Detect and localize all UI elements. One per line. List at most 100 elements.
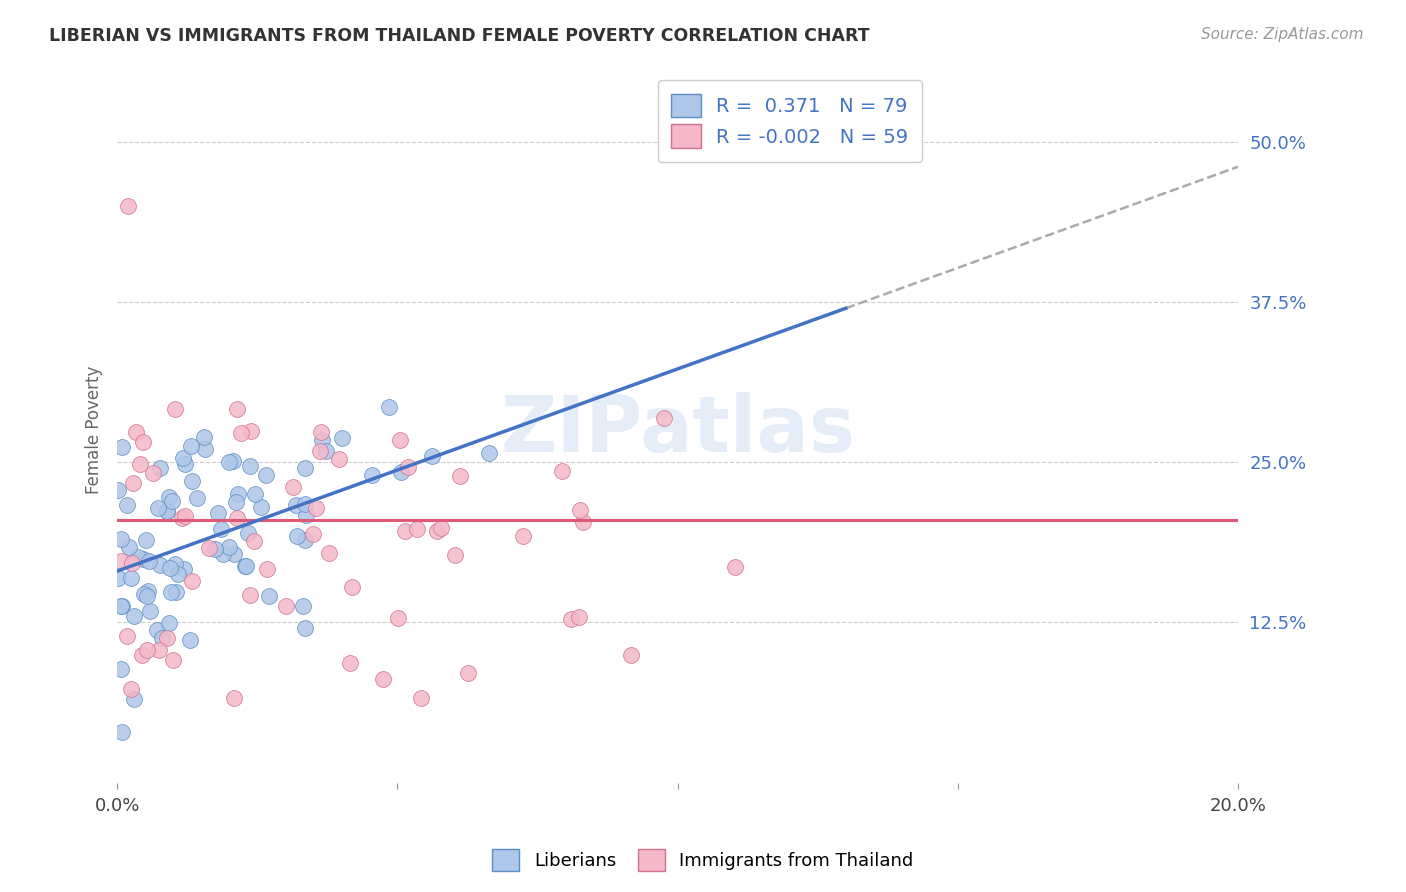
Point: [156, 631, 179, 645]
Point: [295, 508, 318, 522]
Point: [110, 532, 132, 546]
Point: [172, 511, 194, 525]
Point: [315, 443, 337, 458]
Point: [426, 524, 449, 538]
Point: [120, 571, 142, 585]
Point: [132, 435, 155, 450]
Point: [120, 681, 142, 696]
Legend: R =  0.371   N = 79, R = -0.002   N = 59: R = 0.371 N = 79, R = -0.002 N = 59: [658, 80, 922, 161]
Point: [222, 453, 245, 467]
Point: [165, 584, 187, 599]
Point: [157, 615, 180, 630]
Point: [150, 631, 173, 645]
Point: [135, 643, 157, 657]
Point: [430, 521, 453, 535]
Point: [243, 486, 266, 500]
Point: [172, 450, 194, 465]
Point: [162, 653, 184, 667]
Point: [308, 444, 330, 458]
Point: [226, 511, 249, 525]
Point: [243, 533, 266, 548]
Point: [225, 401, 247, 416]
Point: [226, 487, 249, 501]
Point: [138, 584, 160, 599]
Point: [122, 609, 145, 624]
Point: [318, 546, 340, 560]
Point: [207, 506, 229, 520]
Point: [131, 648, 153, 662]
Point: [302, 527, 325, 541]
Point: [294, 497, 316, 511]
Point: [406, 522, 429, 536]
Point: [110, 553, 132, 567]
Point: [276, 599, 298, 614]
Point: [204, 541, 226, 556]
Point: [389, 465, 412, 479]
Point: [309, 425, 332, 439]
Point: [378, 400, 401, 414]
Point: [110, 599, 132, 614]
Point: [233, 558, 256, 573]
Point: [156, 504, 179, 518]
Point: [107, 571, 129, 585]
Point: [146, 623, 169, 637]
Point: [115, 498, 138, 512]
Point: [110, 662, 132, 676]
Point: [173, 508, 195, 523]
Point: [156, 504, 179, 518]
Point: [294, 533, 316, 548]
Point: [225, 494, 247, 508]
Point: [138, 554, 160, 568]
Point: [173, 562, 195, 576]
Point: [111, 599, 134, 613]
Point: [620, 648, 643, 662]
Point: [285, 498, 308, 512]
Point: [449, 469, 471, 483]
Point: [218, 540, 240, 554]
Point: [165, 402, 187, 417]
Point: [568, 503, 591, 517]
Point: [167, 566, 190, 581]
Point: [560, 612, 582, 626]
Point: [193, 430, 215, 444]
Point: [194, 442, 217, 456]
Point: [139, 604, 162, 618]
Point: [160, 584, 183, 599]
Point: [127, 549, 149, 564]
Point: [396, 459, 419, 474]
Y-axis label: Female Poverty: Female Poverty: [86, 366, 103, 494]
Point: [328, 452, 350, 467]
Legend: Liberians, Immigrants from Thailand: Liberians, Immigrants from Thailand: [485, 842, 921, 879]
Point: [254, 467, 277, 482]
Point: [235, 559, 257, 574]
Point: [361, 467, 384, 482]
Point: [311, 433, 333, 447]
Point: [110, 440, 132, 454]
Point: [411, 691, 433, 706]
Point: [149, 558, 172, 572]
Point: [157, 490, 180, 504]
Point: [256, 562, 278, 576]
Point: [198, 541, 221, 555]
Point: [132, 552, 155, 566]
Point: [240, 424, 263, 438]
Point: [551, 464, 574, 478]
Point: [125, 425, 148, 439]
Point: [444, 549, 467, 563]
Text: Source: ZipAtlas.com: Source: ZipAtlas.com: [1201, 27, 1364, 42]
Point: [117, 540, 139, 554]
Point: [211, 547, 233, 561]
Point: [568, 610, 591, 624]
Point: [159, 561, 181, 575]
Point: [218, 455, 240, 469]
Point: [512, 529, 534, 543]
Point: [250, 500, 273, 514]
Point: [239, 458, 262, 473]
Text: LIBERIAN VS IMMIGRANTS FROM THAILAND FEMALE POVERTY CORRELATION CHART: LIBERIAN VS IMMIGRANTS FROM THAILAND FEM…: [49, 27, 870, 45]
Point: [115, 629, 138, 643]
Point: [330, 431, 353, 445]
Point: [180, 439, 202, 453]
Point: [257, 590, 280, 604]
Point: [387, 611, 409, 625]
Point: [389, 433, 412, 447]
